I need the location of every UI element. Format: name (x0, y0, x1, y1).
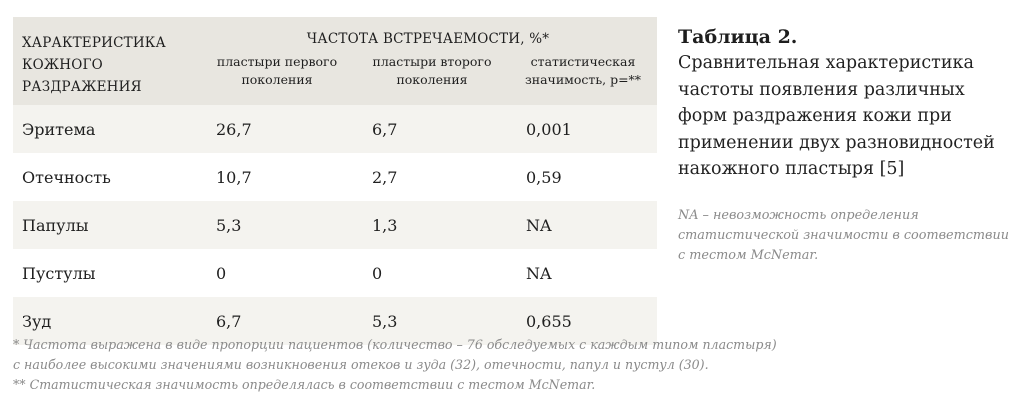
column-header-second-generation: пластыри второго поколения (355, 51, 509, 105)
row-label: Папулы (13, 201, 199, 249)
table-row: Эритема 26,7 6,7 0,001 (13, 105, 658, 153)
value-first-generation: 0 (199, 249, 355, 297)
value-second-generation: 2,7 (355, 153, 509, 201)
value-second-generation: 1,3 (355, 201, 509, 249)
value-significance: 0,001 (509, 105, 658, 153)
value-first-generation: 6,7 (199, 297, 355, 345)
footnote-frequency-continued: с наиболее высокими значениями возникнов… (13, 357, 709, 372)
value-first-generation: 5,3 (199, 201, 355, 249)
column-header-significance: статистическая значимость, p=** (509, 51, 658, 105)
caption-note: NA – невозможность определения статистич… (678, 207, 1009, 263)
table-row: Папулы 5,3 1,3 NA (13, 201, 658, 249)
caption-text: Сравнительная характеристика частоты поя… (678, 53, 995, 179)
table-footnotes: * Частота выражена в виде пропорции паци… (13, 335, 1003, 395)
caption-title: Таблица 2. (678, 26, 798, 48)
comparison-table-container: ХАРАКТЕРИСТИКА КОЖНОГО РАЗДРАЖЕНИЯ ЧАСТО… (13, 17, 658, 345)
row-header: ХАРАКТЕРИСТИКА КОЖНОГО РАЗДРАЖЕНИЯ (13, 17, 199, 105)
row-label: Пустулы (13, 249, 199, 297)
row-label: Отечность (13, 153, 199, 201)
value-significance: 0,59 (509, 153, 658, 201)
table-caption: Таблица 2. Сравнительная характеристика … (678, 24, 1014, 266)
value-second-generation: 6,7 (355, 105, 509, 153)
value-first-generation: 26,7 (199, 105, 355, 153)
column-header-first-generation: пластыри первого поколения (199, 51, 355, 105)
value-second-generation: 0 (355, 249, 509, 297)
table-row: Пустулы 0 0 NA (13, 249, 658, 297)
row-label: Эритема (13, 105, 199, 153)
table-row: Отечность 10,7 2,7 0,59 (13, 153, 658, 201)
comparison-table: ХАРАКТЕРИСТИКА КОЖНОГО РАЗДРАЖЕНИЯ ЧАСТО… (13, 17, 658, 345)
table-row: Зуд 6,7 5,3 0,655 (13, 297, 658, 345)
value-significance: 0,655 (509, 297, 658, 345)
value-first-generation: 10,7 (199, 153, 355, 201)
row-label: Зуд (13, 297, 199, 345)
value-significance: NA (509, 249, 658, 297)
value-significance: NA (509, 201, 658, 249)
footnote-frequency: * Частота выражена в виде пропорции паци… (13, 337, 777, 352)
frequency-group-header: ЧАСТОТА ВСТРЕЧАЕМОСТИ, %* (199, 17, 658, 51)
footnote-significance: ** Статистическая значимость определялас… (13, 377, 596, 392)
value-second-generation: 5,3 (355, 297, 509, 345)
